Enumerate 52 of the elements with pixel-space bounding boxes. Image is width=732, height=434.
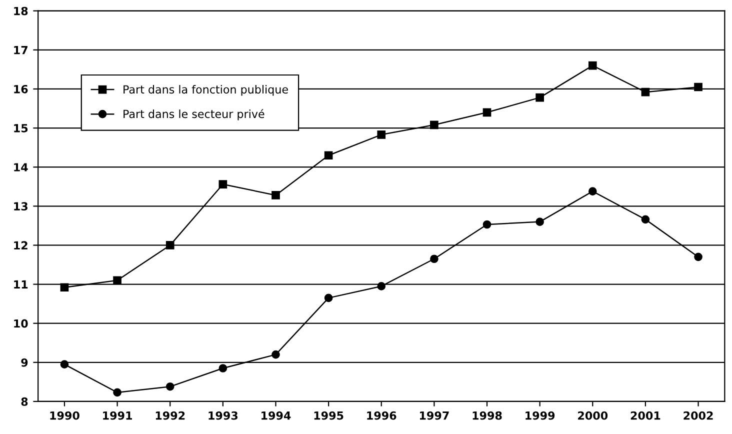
legend-label: Part dans la fonction publique (124, 84, 288, 96)
x-tick-label: 1995 (314, 411, 344, 420)
point (588, 187, 597, 196)
point (588, 61, 597, 70)
y-tick-label: 9 (21, 358, 28, 367)
point (272, 350, 280, 359)
point (166, 382, 174, 391)
point (218, 180, 228, 188)
point (60, 360, 69, 369)
y-tick-label: 12 (14, 241, 28, 250)
point (694, 82, 702, 92)
point (272, 191, 280, 200)
point (218, 364, 228, 372)
y-tick-label: 15 (14, 124, 28, 132)
y-tick-label: 13 (14, 202, 28, 211)
y-tick-label: 11 (14, 280, 28, 288)
point (377, 130, 386, 139)
point (430, 120, 438, 130)
y-tick-label: 8 (21, 397, 28, 406)
x-tick-label: 1999 (526, 411, 555, 420)
x-tick-label: 1997 (420, 411, 449, 420)
point (482, 220, 492, 229)
point (113, 388, 122, 397)
x-tick-label: 1998 (472, 411, 502, 420)
point (113, 276, 122, 285)
point (430, 254, 438, 264)
x-tick-label: 2000 (578, 411, 608, 420)
y-tick-label: 14 (14, 163, 28, 172)
point (60, 283, 69, 292)
point (377, 282, 386, 290)
point (536, 93, 544, 102)
point (536, 218, 544, 226)
point (694, 252, 702, 262)
y-tick-label: 17 (14, 46, 28, 54)
x-tick-label: 1993 (208, 411, 238, 420)
point (324, 294, 333, 302)
point (324, 151, 333, 160)
x-tick-label: 1991 (103, 411, 132, 420)
x-tick-label: 1994 (262, 411, 291, 420)
legend-label: Part dans le secteur privé (124, 109, 264, 120)
x-tick-label: 2002 (684, 411, 713, 420)
y-tick-label: 16 (14, 84, 28, 94)
y-tick-label: 18 (14, 6, 28, 16)
x-tick-label: 1996 (367, 411, 396, 420)
x-tick-label: 2001 (630, 411, 660, 420)
point (482, 108, 492, 117)
point (166, 241, 174, 250)
point (641, 215, 650, 224)
point (641, 88, 650, 96)
x-tick-label: 1990 (50, 411, 80, 420)
x-tick-label: 1992 (156, 411, 185, 420)
y-tick-label: 10 (14, 319, 28, 328)
